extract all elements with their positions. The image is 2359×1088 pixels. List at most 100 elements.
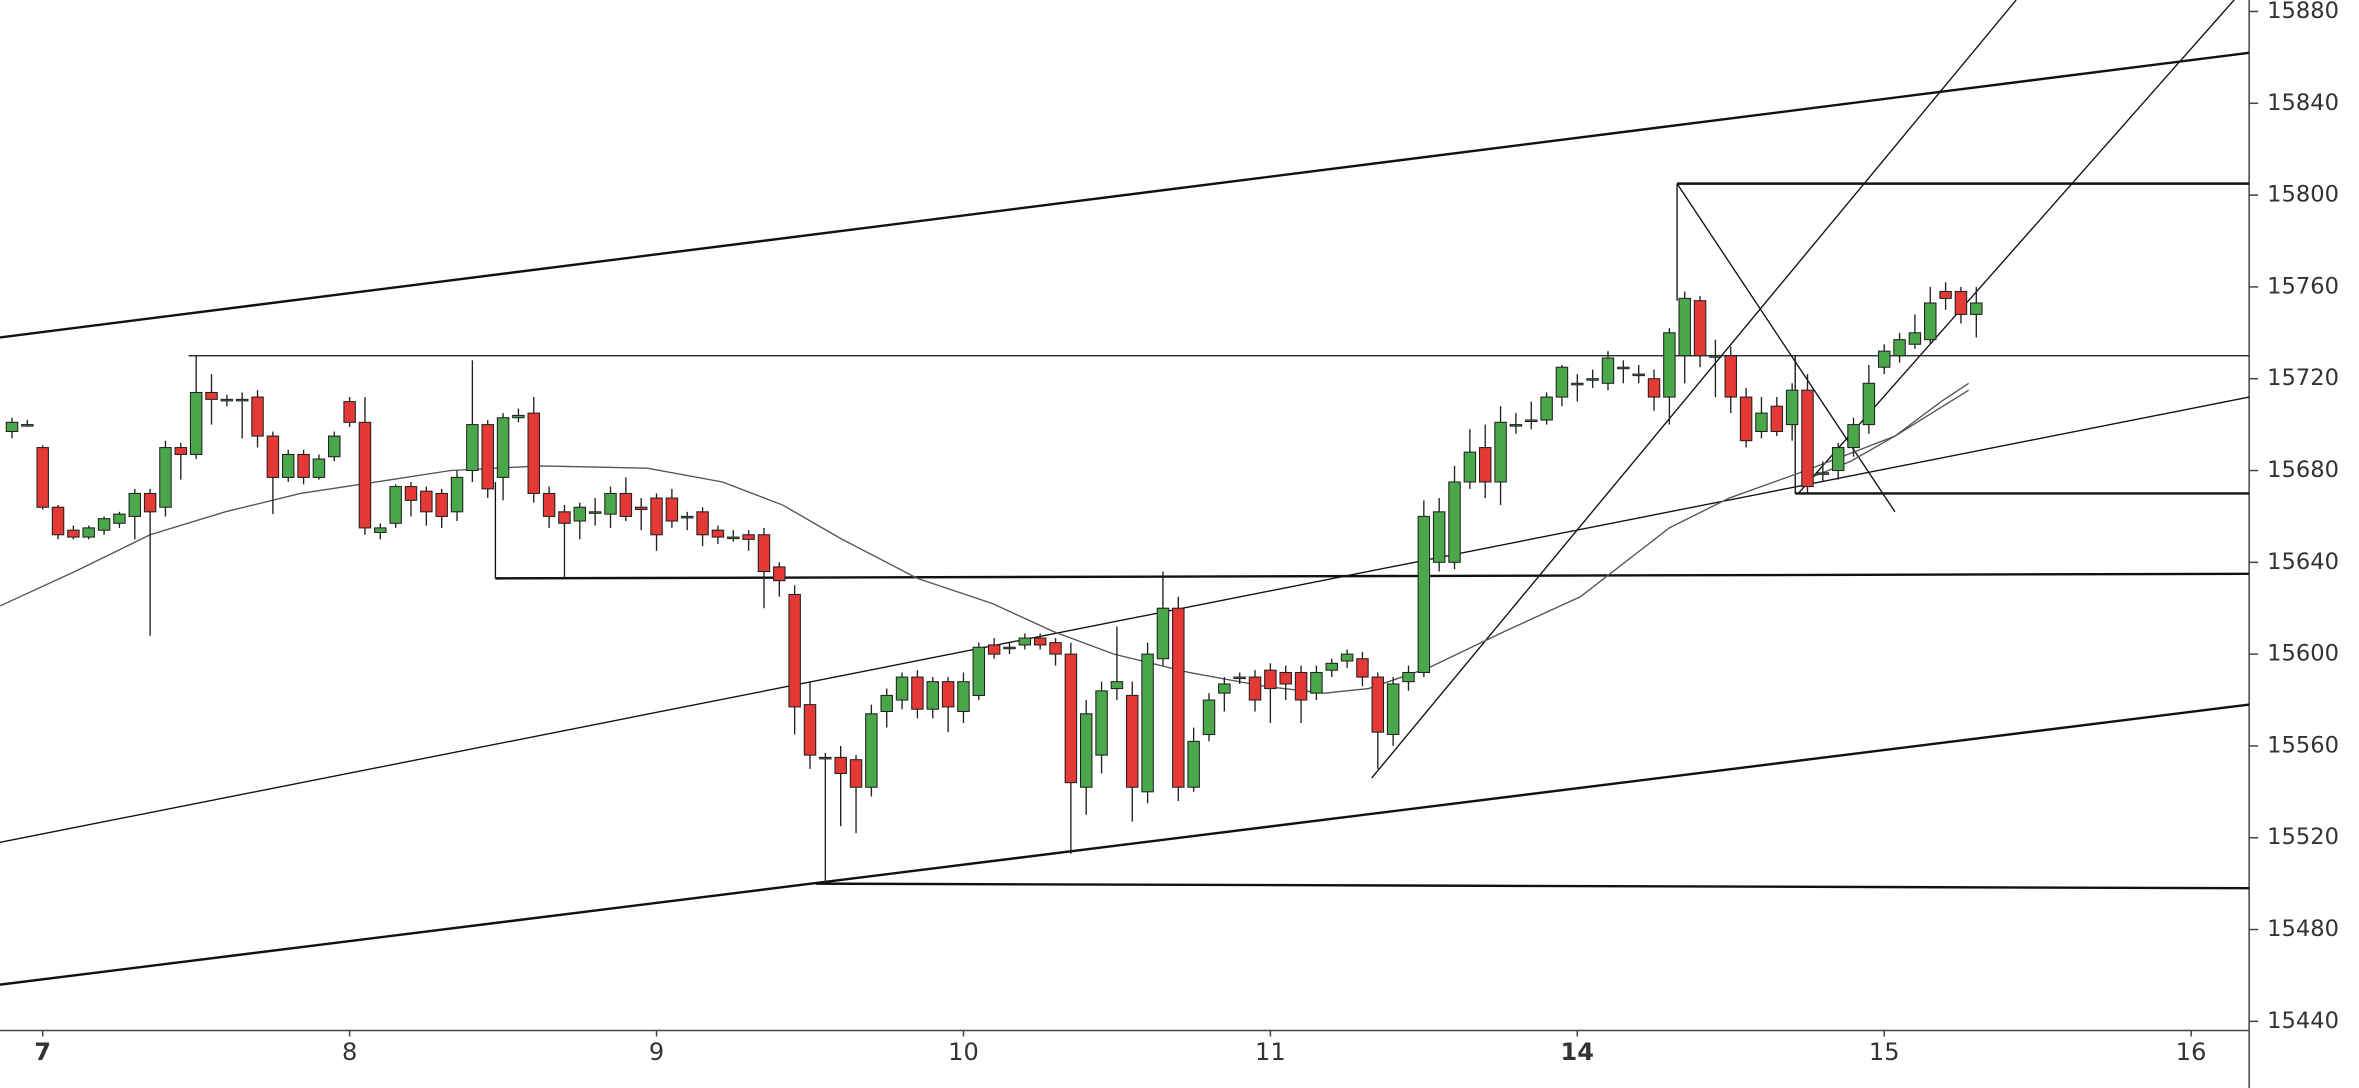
candle-body: [1218, 683, 1231, 694]
moving-average: [1805, 382, 1969, 481]
candle-body: [573, 506, 587, 522]
candle-body: [1003, 646, 1016, 650]
candle-body: [1709, 355, 1722, 358]
candle-body: [1601, 357, 1615, 384]
candle-body: [1432, 511, 1446, 563]
candle-body: [1279, 671, 1292, 685]
candle-body: [205, 391, 218, 400]
candle-body: [1862, 382, 1876, 426]
candle-body: [1785, 389, 1799, 426]
candle-body: [1678, 297, 1691, 357]
candle-body: [1617, 366, 1630, 370]
trend-line: [0, 51, 2250, 339]
candle-body: [1801, 389, 1814, 488]
candle-body: [1770, 405, 1784, 433]
candle-body: [742, 534, 755, 540]
y-tick-label: 15560: [2267, 732, 2339, 758]
candle-body: [113, 513, 126, 524]
candle-body: [1049, 642, 1062, 655]
candle-body: [1893, 339, 1906, 357]
candle-body: [281, 453, 295, 478]
candle-body: [343, 401, 356, 423]
x-tick-label: 10: [948, 1038, 979, 1066]
x-tick-label: 11: [1255, 1038, 1286, 1066]
candle-body: [36, 447, 49, 508]
y-tick-label: 15840: [2267, 90, 2339, 116]
candle-body: [819, 756, 832, 760]
candle-body: [21, 424, 34, 427]
candle-body: [450, 476, 464, 513]
x-tick-label: 8: [342, 1038, 357, 1066]
candle-body: [1141, 653, 1154, 793]
candle-body: [1371, 676, 1385, 733]
candle-body: [803, 704, 817, 756]
y-tick-label: 15520: [2267, 824, 2339, 850]
candle-body: [1417, 515, 1431, 674]
candle-body: [5, 421, 19, 433]
candle-body: [834, 756, 847, 774]
trend-line: [0, 703, 2250, 986]
candle-body: [957, 681, 970, 713]
candle-body: [1156, 607, 1170, 660]
candle-body: [374, 527, 387, 534]
candle-body: [558, 511, 571, 524]
candle-body: [1586, 378, 1599, 381]
candle-body: [1033, 637, 1047, 646]
candle-body: [466, 424, 479, 472]
candle-body: [1739, 396, 1753, 442]
candle-body: [1095, 690, 1108, 756]
candle-body: [1509, 424, 1523, 427]
candle-body: [251, 396, 264, 437]
candle-body: [926, 681, 940, 710]
candle-body: [941, 681, 955, 708]
candle-body: [51, 506, 65, 536]
candle-body: [435, 492, 448, 517]
candle-body: [634, 506, 648, 511]
candle-body: [895, 676, 909, 701]
candle-body: [1525, 419, 1538, 423]
candle-body: [1693, 300, 1707, 357]
candle-body: [711, 529, 725, 538]
candle-body: [143, 492, 157, 513]
candle-body: [1954, 290, 1968, 315]
y-tick-label: 15680: [2267, 457, 2339, 483]
candle-body: [680, 515, 694, 519]
candle-body: [542, 492, 556, 517]
candle-body: [987, 644, 1001, 655]
candle-body: [1478, 447, 1492, 483]
candle-body: [1831, 447, 1845, 472]
y-tick-label: 15600: [2267, 641, 2339, 667]
candle-body: [389, 486, 402, 524]
candle-body: [328, 435, 341, 458]
candle-body: [604, 492, 617, 515]
candle-body: [266, 435, 280, 478]
candle-body: [420, 490, 433, 513]
candle-body: [1847, 424, 1860, 449]
candle-body: [297, 453, 310, 478]
candle-body: [865, 713, 878, 788]
candle-body: [1724, 355, 1738, 398]
candle-body: [1939, 290, 1952, 299]
candle-body: [1079, 713, 1093, 788]
candle-body: [1463, 451, 1477, 483]
candle-body: [1540, 396, 1553, 421]
candle-body: [481, 424, 494, 490]
candle-body: [67, 529, 80, 538]
candle-body: [1064, 653, 1078, 784]
candle-body: [1402, 671, 1415, 683]
y-tick-label: 15800: [2267, 182, 2339, 208]
candle-body: [1647, 378, 1661, 398]
x-tick-label: 7: [34, 1038, 51, 1066]
candle-body: [496, 417, 510, 478]
trend-line: [0, 396, 2250, 843]
candle-body: [1248, 676, 1262, 701]
candle-body: [220, 398, 234, 402]
candle-body: [849, 759, 863, 788]
candle-body: [880, 694, 893, 713]
candle-body: [1233, 676, 1246, 680]
candle-body: [1340, 653, 1354, 662]
candle-body: [588, 511, 602, 514]
candle-body: [82, 527, 95, 538]
y-tick-label: 15720: [2267, 365, 2339, 391]
